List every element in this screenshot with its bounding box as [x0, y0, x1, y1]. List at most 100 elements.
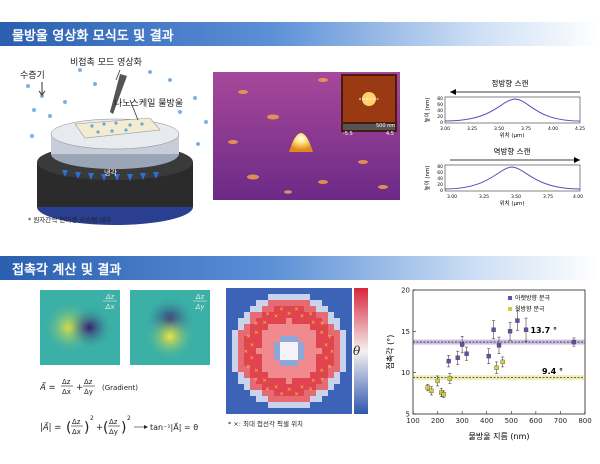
max-angle-marker: × — [294, 392, 299, 398]
max-angle-marker: × — [308, 312, 313, 318]
svg-text:2: 2 — [127, 415, 131, 422]
xlabel-top: 위치 (μm) — [499, 131, 524, 139]
svg-text:20: 20 — [437, 182, 443, 188]
angle-pixel — [256, 360, 262, 366]
angle-pixel — [340, 360, 346, 366]
angle-pixel — [274, 402, 280, 408]
angle-pixel — [232, 360, 238, 366]
svg-text:3.25: 3.25 — [479, 194, 489, 200]
svg-text:|A⃗| =: |A⃗| = — [40, 421, 61, 433]
angle-pixel — [250, 336, 256, 342]
vapor-arrows — [38, 82, 46, 96]
angle-pixel — [310, 306, 316, 312]
svg-text:80: 80 — [437, 96, 443, 102]
svg-text:3.50: 3.50 — [494, 126, 504, 132]
legend-swatch-down — [508, 296, 512, 300]
angle-pixel — [268, 372, 274, 378]
angle-pixel — [256, 354, 262, 360]
profile-plots: 정방향 스캔 0 20 40 60 80 3.00 3.25 3.50 3.75… — [423, 78, 585, 207]
label-noncontact: 비접촉 모드 영상화 — [70, 58, 142, 68]
y-axis-label: 접촉각 (°) — [385, 335, 395, 370]
angle-pixel — [316, 312, 322, 318]
svg-text:+: + — [76, 383, 83, 393]
angle-pixel — [274, 318, 280, 324]
angle-map: ××××××××××××××××××××××× ×× ××××× ×× ×××× — [226, 288, 368, 414]
angle-pixel — [304, 342, 310, 348]
max-angle-marker: × — [319, 330, 324, 336]
angle-pixel — [280, 396, 286, 402]
angle-pixel — [268, 294, 274, 300]
angle-pixel — [286, 390, 292, 396]
angle-pixel — [298, 354, 304, 360]
angle-pixel — [274, 384, 280, 390]
angle-pixel — [298, 324, 304, 330]
angle-pixel — [292, 378, 298, 384]
x-tick-label: 300 — [455, 417, 468, 425]
svg-text:): ) — [84, 420, 89, 436]
angle-pixel — [262, 378, 268, 384]
legend-down: 아랫방향 분극 — [515, 294, 551, 302]
angle-pixel — [256, 366, 262, 372]
max-angle-marker: × — [254, 321, 259, 327]
colorbar — [354, 288, 368, 414]
angle-pixel — [304, 330, 310, 336]
angle-pixel — [256, 330, 262, 336]
angle-pixel — [238, 348, 244, 354]
angle-pixel — [322, 384, 328, 390]
max-angle-marker: × — [320, 321, 325, 327]
angle-pixel — [268, 306, 274, 312]
x-tick-label: 700 — [554, 417, 567, 425]
angle-pixel — [316, 354, 322, 360]
angle-pixel — [256, 336, 262, 342]
angle-pixel — [298, 390, 304, 396]
svg-text:Δz: Δz — [109, 418, 118, 426]
angle-pixel — [310, 390, 316, 396]
angle-pixel — [340, 336, 346, 342]
angle-pixel — [340, 366, 346, 372]
angle-pixel — [268, 396, 274, 402]
angle-pixel — [322, 348, 328, 354]
angle-pixel — [334, 360, 340, 366]
point-down-polarization — [446, 358, 451, 364]
angle-pixel — [250, 378, 256, 384]
angle-pixel — [328, 318, 334, 324]
angle-pixel — [316, 378, 322, 384]
profile-title-top: 정방향 스캔 — [492, 78, 529, 88]
label-dz: Δz — [195, 293, 205, 301]
angle-pixel — [286, 330, 292, 336]
angle-pixel — [298, 366, 304, 372]
angle-pixel — [244, 312, 250, 318]
angle-pixel — [232, 366, 238, 372]
angle-pixel — [268, 390, 274, 396]
angle-pixel — [280, 300, 286, 306]
angle-pixel — [298, 330, 304, 336]
angle-pixel — [340, 342, 346, 348]
angle-pixel — [304, 372, 310, 378]
angle-pixel — [280, 348, 286, 354]
svg-text:3.25: 3.25 — [467, 126, 477, 132]
angle-pixel — [310, 348, 316, 354]
angle-pixel — [316, 342, 322, 348]
svg-text:Δx: Δx — [72, 428, 81, 436]
max-angle-marker: × — [319, 368, 324, 374]
angle-pixel — [298, 300, 304, 306]
point-up-polarization — [435, 378, 440, 384]
angle-map-caption: * ×: 최대 접선각 픽셀 위치 — [228, 420, 304, 428]
point-down-polarization — [491, 327, 496, 332]
angle-pixel — [304, 300, 310, 306]
label-vapor: 수증기 — [20, 71, 45, 81]
max-angle-marker: × — [311, 378, 316, 384]
angle-pixel — [232, 348, 238, 354]
angle-pixel — [322, 354, 328, 360]
angle-pixel — [298, 360, 304, 366]
angle-pixel — [328, 348, 334, 354]
angle-pixel — [238, 372, 244, 378]
label-nanodrop: 나노스케일 물방울 — [114, 99, 184, 109]
schematic-caption: * 원자간력 현미경 시스템 내부 — [28, 216, 112, 224]
angle-pixel — [244, 348, 250, 354]
angle-pixel — [274, 294, 280, 300]
angle-pixel — [250, 306, 256, 312]
svg-text:Δy: Δy — [109, 428, 118, 436]
angle-pixel — [262, 342, 268, 348]
angle-pixel — [280, 312, 286, 318]
